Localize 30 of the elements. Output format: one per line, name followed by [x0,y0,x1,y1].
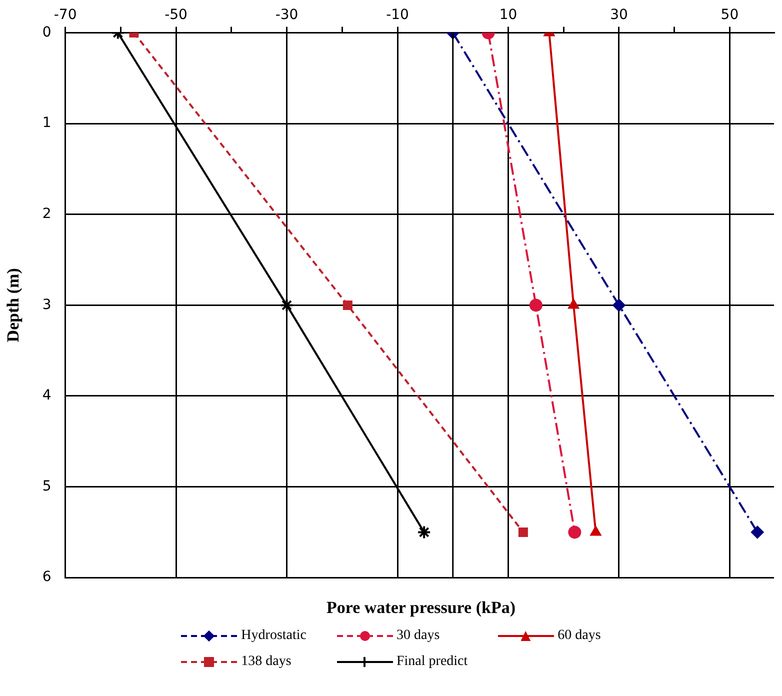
point [280,298,294,312]
x-tick-label: 30 [610,7,628,24]
x-tick-label: 50 [720,7,739,24]
y-tick-label: 1 [42,115,52,132]
point [342,300,352,310]
y-tick-label: 2 [42,206,52,222]
y-tick-label: 5 [42,478,52,494]
y-tick-label: 6 [42,569,52,586]
point [750,526,764,539]
legend-label: 30 days [396,628,440,644]
x-axis-title: Pore water pressure (kPa) [325,598,516,618]
y-tick-label: 0 [42,24,52,40]
legend-label: 138 days [241,654,292,670]
x-tick-label: -10 [386,7,409,24]
legend-label: Hydrostatic [241,628,306,644]
x-tick-label: -50 [164,7,188,24]
legend-label: Final predict [396,654,468,670]
point [590,526,602,536]
point [612,298,626,312]
x-tick-label: 10 [499,7,518,24]
y-tick-label: 3 [42,296,52,313]
legend-label: 60 days [558,628,601,644]
point [518,527,528,537]
y-axis-title: Depth (m) [4,268,23,342]
point [417,525,432,540]
point [568,526,582,539]
y-tick-label: 4 [42,388,52,404]
x-tick-label: -70 [54,7,77,24]
x-tick-label: -30 [275,7,298,24]
point [529,298,542,312]
